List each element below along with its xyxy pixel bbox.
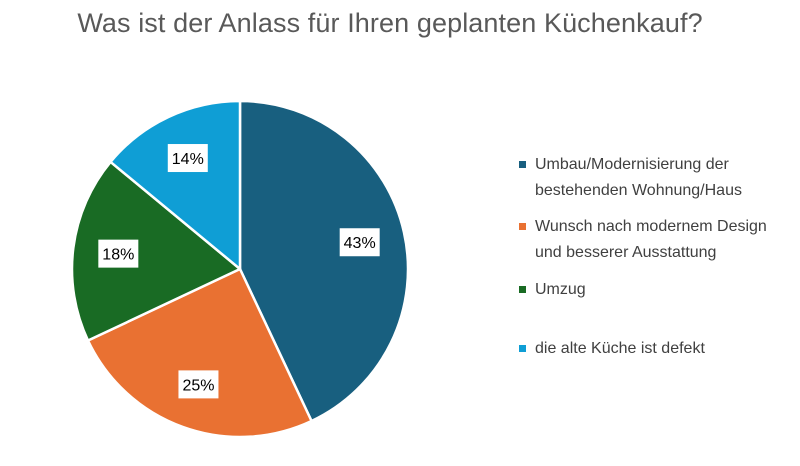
legend-item-umzug: Umzug — [519, 277, 800, 303]
legend-label: Umbau/Modernisierung der bestehenden Wohn… — [535, 156, 742, 199]
chart-title: Was ist der Anlass für Ihren geplanten K… — [77, 8, 703, 38]
legend-swatch — [519, 286, 526, 293]
data-label-text: 18% — [102, 247, 134, 264]
data-label-text: 14% — [172, 151, 204, 168]
pie-slice-wunsch-design — [86, 267, 313, 439]
data-label-text: 43% — [344, 235, 376, 252]
data-label-box — [167, 144, 208, 173]
legend-swatch — [519, 345, 526, 352]
legend-swatch — [519, 161, 526, 168]
data-label-box — [178, 370, 219, 399]
pie-slice-umbau — [238, 99, 410, 423]
legend-label: Wunsch nach modernem Design und besserer … — [535, 218, 767, 261]
legend-item-wunsch-design: Wunsch nach modernem Design und besserer … — [519, 214, 800, 266]
legend-label: die alte Küche ist defekt — [535, 340, 705, 357]
data-label-box — [98, 239, 139, 268]
legend-item-kueche-defekt: die alte Küche ist defekt — [519, 336, 800, 362]
data-label-box — [339, 228, 380, 257]
legend-swatch — [519, 223, 526, 230]
legend-label: Umzug — [535, 281, 586, 298]
pie-slice-kueche-defekt — [109, 99, 242, 271]
data-label-kueche-defekt: 14% — [167, 144, 208, 173]
data-label-umbau: 43% — [339, 228, 380, 257]
data-label-wunsch-design: 25% — [178, 370, 219, 399]
pie-slice-umzug — [70, 160, 242, 342]
data-label-text: 25% — [182, 377, 214, 394]
data-label-umzug: 18% — [98, 239, 139, 268]
legend-item-umbau: Umbau/Modernisierung der bestehenden Wohn… — [519, 152, 800, 204]
